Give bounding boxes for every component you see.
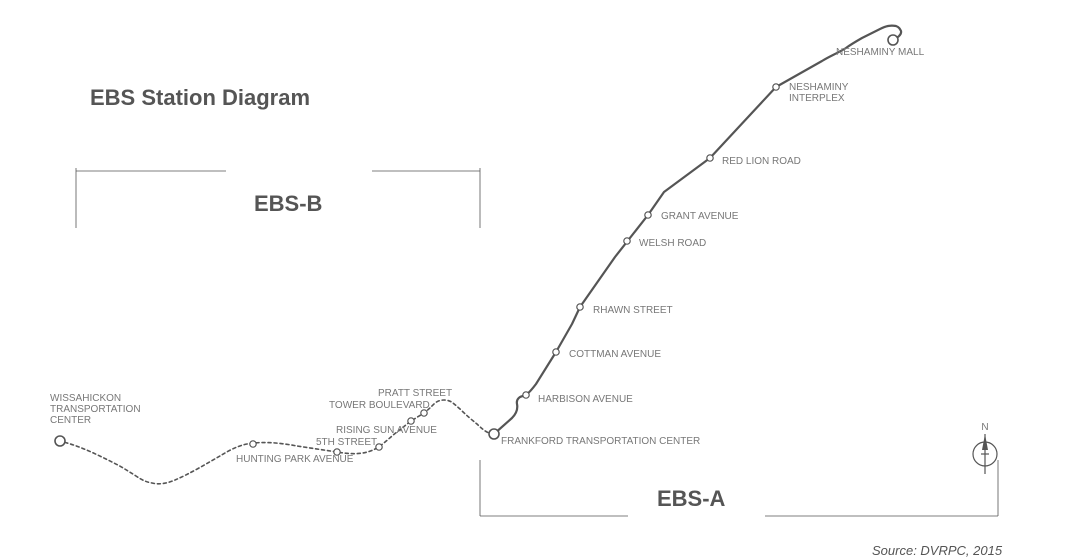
station-label-harbison: HARBISON AVENUE	[538, 394, 633, 405]
station-label-interplex: NESHAMINY INTERPLEX	[789, 82, 848, 104]
station-label-rising_sun: RISING SUN AVENUE	[336, 425, 437, 436]
station-label-wissahickon: WISSAHICKON TRANSPORTATION CENTER	[50, 393, 141, 426]
station-label-grant: GRANT AVENUE	[661, 211, 738, 222]
diagram-canvas: EBS Station Diagram EBS-B EBS-A N WISSAH…	[0, 0, 1072, 560]
station-label-hunting_park: HUNTING PARK AVENUE	[236, 454, 353, 465]
station-label-pratt_st: PRATT STREET	[378, 388, 452, 399]
route-svg: N	[0, 0, 1072, 560]
station-label-frankford: FRANKFORD TRANSPORTATION CENTER	[501, 436, 700, 447]
svg-text:N: N	[981, 422, 988, 433]
source-credit: Source: DVRPC, 2015	[872, 543, 1002, 558]
station-label-fifth_st: 5TH STREET	[316, 437, 377, 448]
station-label-red_lion: RED LION ROAD	[722, 156, 801, 167]
station-label-cottman: COTTMAN AVENUE	[569, 349, 661, 360]
station-label-rhawn: RHAWN STREET	[593, 305, 673, 316]
station-label-neshaminy_mall: NESHAMINY MALL	[836, 47, 924, 58]
station-label-welsh: WELSH ROAD	[639, 238, 706, 249]
station-label-tower_blvd: TOWER BOULEVARD	[329, 400, 430, 411]
